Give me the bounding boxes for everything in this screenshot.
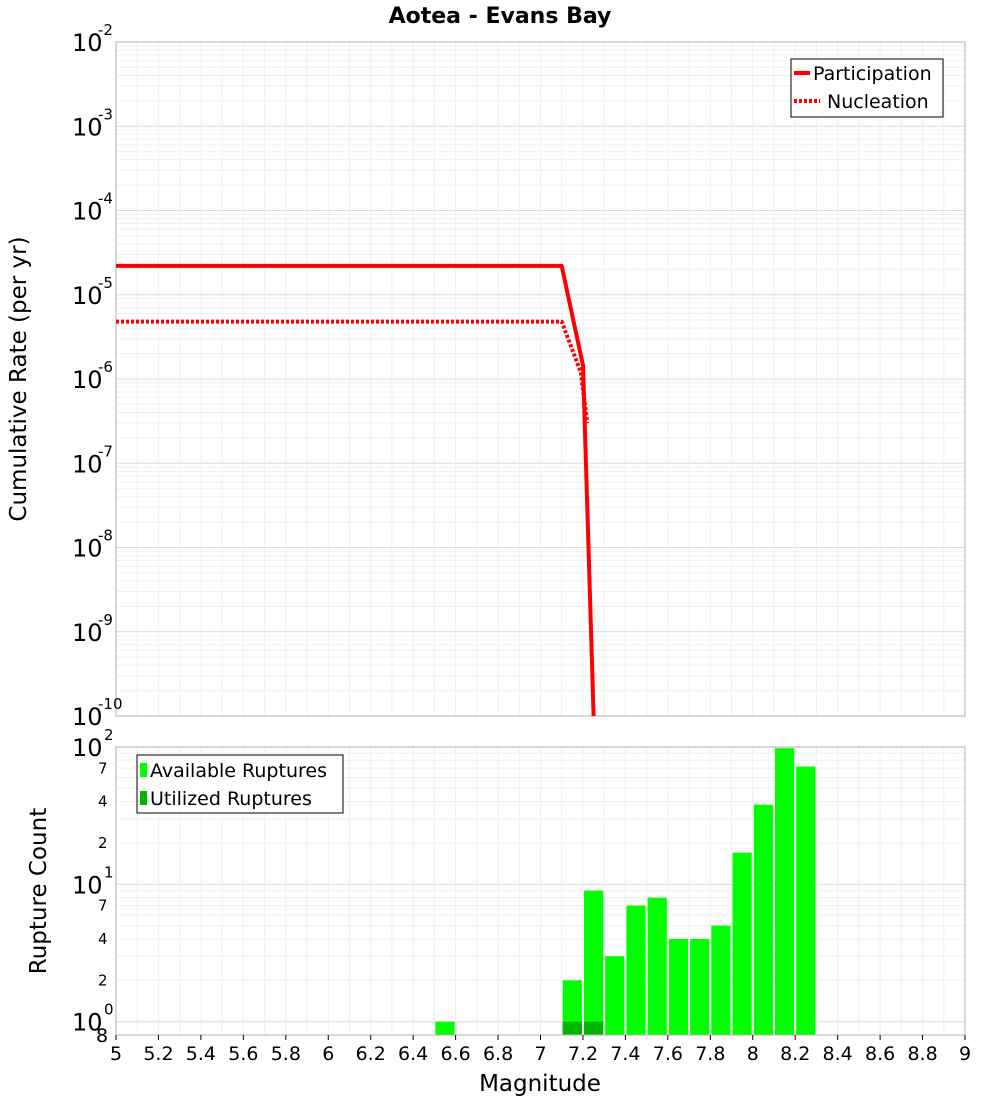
count-y-tick-exponent: 2: [104, 726, 114, 744]
count-legend-box: [136, 754, 344, 814]
count-y-minor-tick: 4: [98, 930, 108, 948]
rate-y-tick-base: 10: [72, 29, 103, 57]
rate-y-tick-base: 10: [72, 535, 103, 563]
rate-y-tick-base: 10: [72, 198, 103, 226]
count-y-minor-tick: 4: [98, 793, 108, 811]
available-rupture-bar: [753, 804, 773, 1035]
rate-y-tick-exponent: -5: [98, 274, 113, 292]
rate-y-tick-exponent: -6: [98, 358, 113, 376]
chart-title: Aotea - Evans Bay: [389, 4, 612, 29]
available-rupture-bar: [796, 766, 816, 1035]
x-tick-label: 9: [959, 1043, 971, 1065]
x-tick-label: 8.8: [907, 1043, 937, 1065]
count-y-minor-tick: 7: [98, 759, 108, 777]
available-rupture-bar: [668, 939, 689, 1035]
rate-y-tick-exponent: -9: [98, 611, 113, 629]
rate-y-tick-base: 10: [72, 282, 103, 310]
available-rupture-bar: [626, 905, 646, 1035]
legend-utilized-swatch: [140, 791, 147, 805]
x-tick-label: 5.8: [271, 1043, 301, 1065]
x-tick-label: 6.2: [356, 1043, 386, 1065]
rate-plot-area: [115, 41, 966, 717]
available-rupture-bar: [605, 956, 625, 1035]
legend-nucleation-label: Nucleation: [827, 91, 929, 113]
x-axis-label: Magnitude: [479, 1071, 601, 1097]
count-y-tick-exponent: 1: [104, 863, 114, 881]
magnitude-x-ticks: 5 5.2 5.4 5.6 5.8 6 6.2 6.4 6.6 6.8 7 7.2 7.4 7.6 7.8 8…: [110, 1035, 971, 1065]
x-tick-label: 7.2: [568, 1043, 598, 1065]
count-y-tick-base: 10: [72, 734, 103, 762]
legend-utilized-label: Utilized Ruptures: [150, 788, 312, 810]
rate-y-tick-exponent: -2: [98, 21, 113, 39]
utilized-rupture-bar: [562, 1021, 582, 1035]
rate-y-tick-base: 10: [72, 703, 103, 731]
x-tick-label: 8.4: [823, 1043, 853, 1065]
available-rupture-bar: [711, 925, 731, 1035]
count-legend: Available Ruptures Utilized Ruptures: [136, 754, 344, 814]
rate-series: [116, 263, 596, 717]
count-y-tick-base: 10: [72, 1009, 103, 1037]
legend-participation-label: Participation: [813, 63, 932, 85]
x-tick-label: 5.2: [143, 1043, 173, 1065]
count-bars: [435, 748, 816, 1035]
rate-y-tick-base: 10: [72, 113, 103, 141]
rate-y-tick-exponent: -3: [98, 105, 113, 123]
x-tick-label: 5.4: [186, 1043, 216, 1065]
count-y-axis-label: Rupture Count: [26, 808, 52, 974]
x-tick-label: 8: [747, 1043, 759, 1065]
x-tick-label: 8.2: [780, 1043, 810, 1065]
x-tick-label: 7: [534, 1043, 546, 1065]
x-tick-label: 6: [322, 1043, 334, 1065]
rate-plot-grid: [115, 41, 966, 717]
x-tick-label: 7.8: [695, 1043, 725, 1065]
legend-available-label: Available Ruptures: [150, 760, 327, 782]
nucleation-line: [116, 319, 590, 424]
count-y-minor-tick: 8: [96, 1025, 108, 1047]
participation-line: [116, 263, 596, 717]
x-tick-label: 7.4: [610, 1043, 640, 1065]
x-tick-label: 6.6: [440, 1043, 470, 1065]
count-y-tick-base: 10: [72, 871, 103, 899]
legend-available-swatch: [140, 763, 147, 777]
rate-y-tick-exponent: -4: [98, 190, 113, 208]
rate-y-ticks: 10-210-310-410-510-610-710-810-910-10: [72, 21, 123, 731]
available-rupture-bar: [690, 939, 710, 1035]
x-tick-label: 8.6: [865, 1043, 895, 1065]
x-tick-label: 6.8: [483, 1043, 513, 1065]
available-rupture-bar: [647, 897, 667, 1035]
available-rupture-bar: [435, 1021, 455, 1035]
rate-legend: Participation Nucleation: [790, 58, 944, 118]
count-y-minor-tick: 2: [98, 834, 108, 852]
rate-y-tick-base: 10: [72, 450, 103, 478]
rate-y-tick-exponent: -8: [98, 527, 113, 545]
available-rupture-bar: [562, 980, 582, 1035]
x-tick-label: 5: [110, 1043, 122, 1065]
count-y-minor-tick: 7: [98, 897, 108, 915]
rate-y-tick-base: 10: [72, 366, 103, 394]
x-tick-label: 7.6: [653, 1043, 683, 1065]
count-y-tick-exponent: 0: [104, 1001, 114, 1019]
utilized-rupture-bar: [584, 1021, 604, 1035]
available-rupture-bar: [584, 890, 604, 1035]
available-rupture-bar: [732, 852, 752, 1035]
rate-y-tick-exponent: -7: [98, 442, 113, 460]
rate-y-tick-base: 10: [72, 619, 103, 647]
available-rupture-bar: [775, 748, 795, 1035]
rate-y-axis-label: Cumulative Rate (per yr): [6, 236, 32, 521]
x-tick-label: 5.6: [228, 1043, 258, 1065]
rate-legend-box: [790, 58, 944, 118]
x-tick-label: 6.4: [398, 1043, 428, 1065]
rate-y-tick-exponent: -10: [98, 695, 123, 713]
count-y-minor-tick: 2: [98, 971, 108, 989]
